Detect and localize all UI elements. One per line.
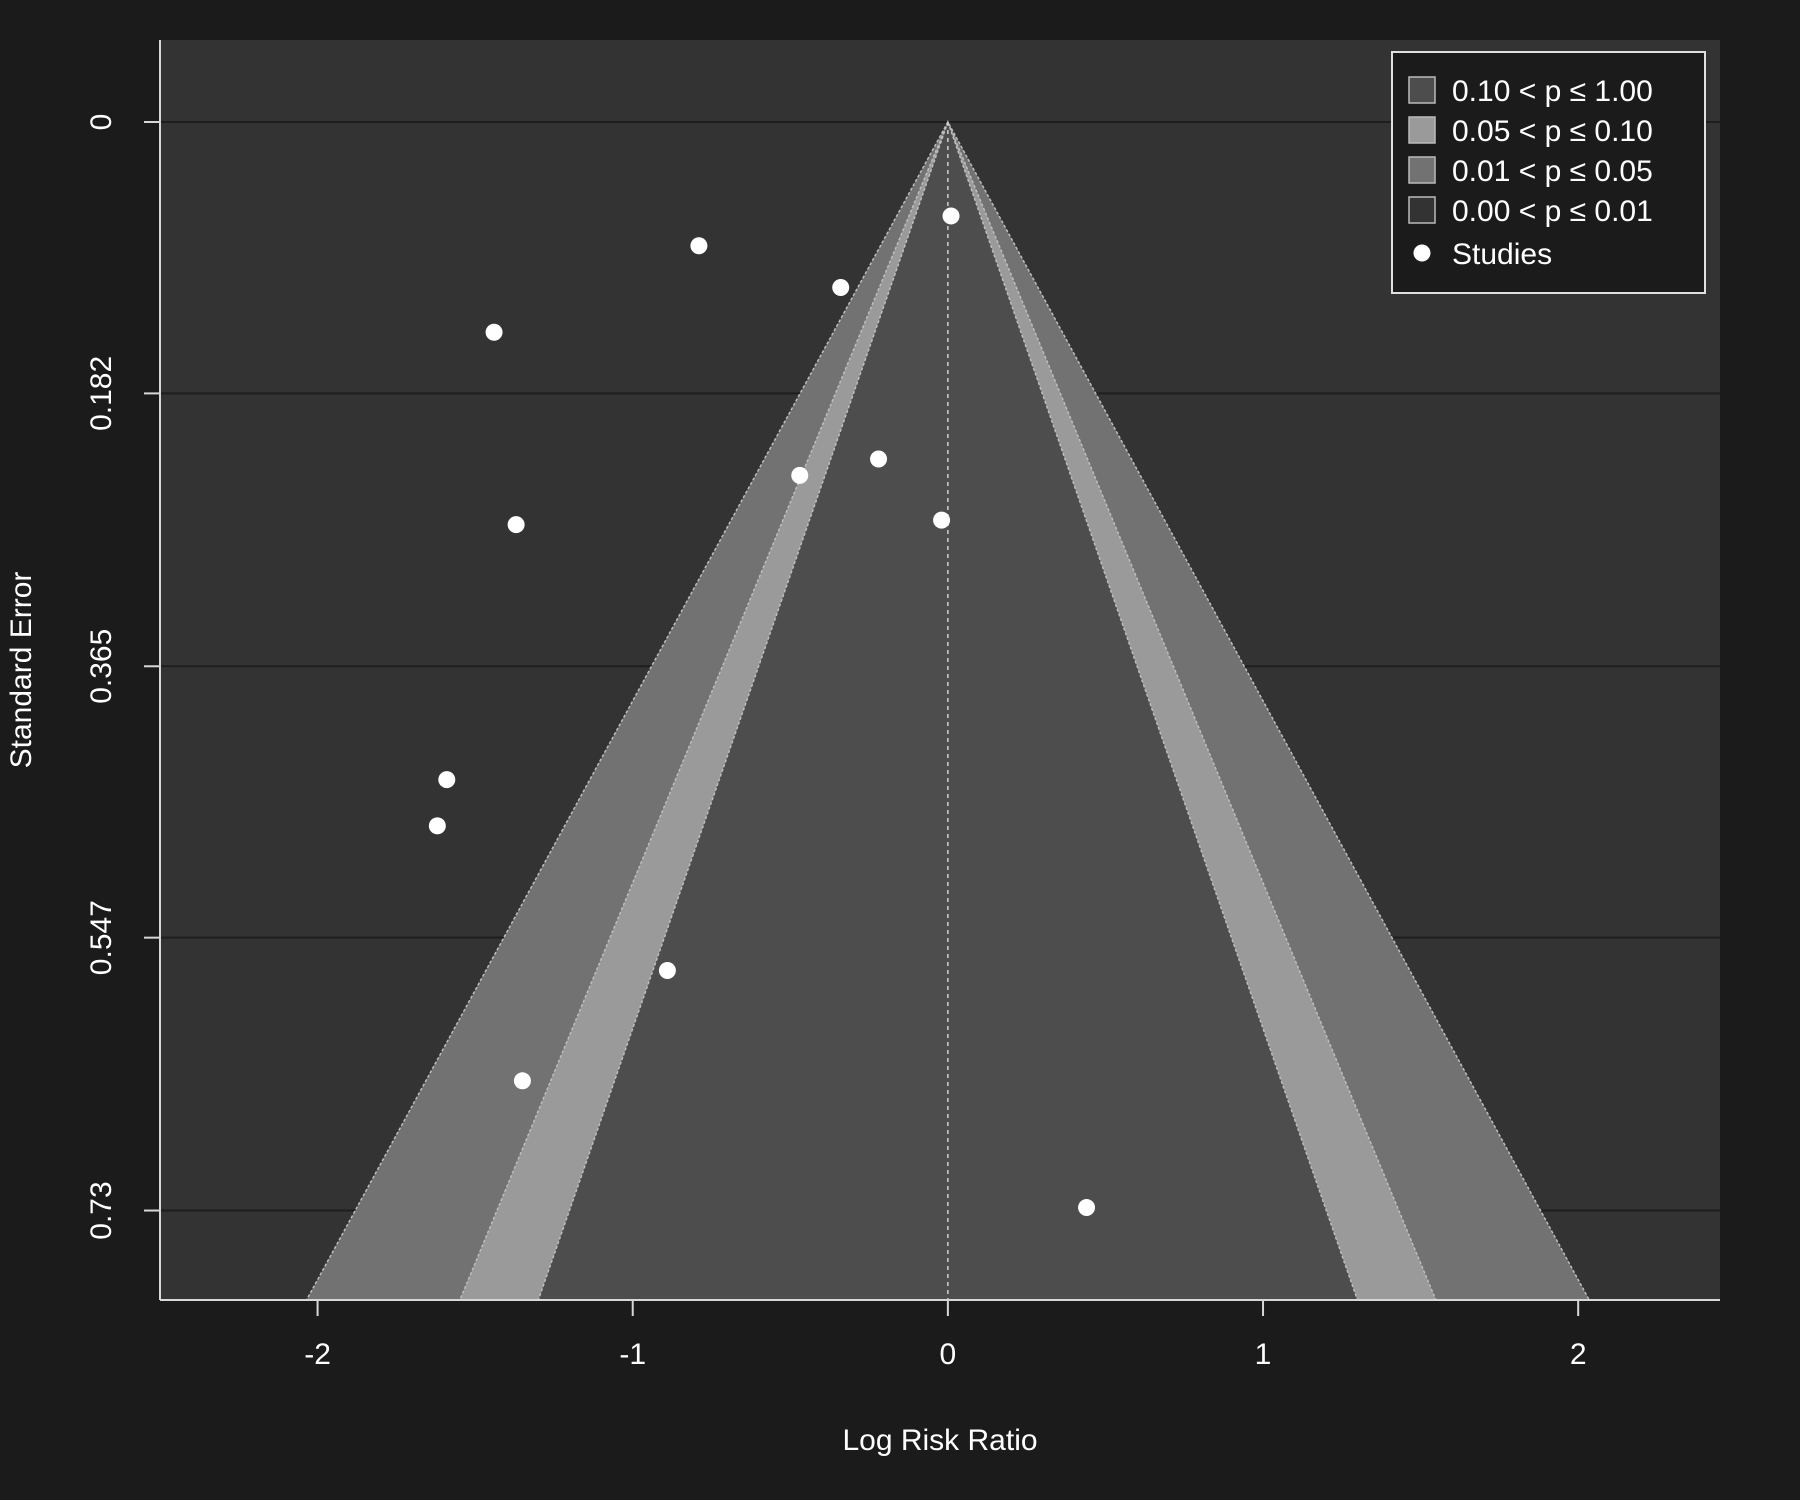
- legend: 0.10 < p ≤ 1.00 0.05 < p ≤ 0.10 0.01 < p ≤…: [1391, 51, 1706, 294]
- study-point: [485, 323, 503, 341]
- legend-label: 0.05 < p ≤ 0.10: [1452, 115, 1653, 148]
- study-point: [438, 771, 456, 789]
- study-point: [513, 1072, 531, 1090]
- study-point: [832, 279, 850, 297]
- x-axis-label: Log Risk Ratio: [842, 1424, 1037, 1457]
- study-point: [870, 450, 888, 468]
- study-point: [942, 207, 960, 225]
- study-point: [428, 817, 446, 835]
- legend-label: 0.10 < p ≤ 1.00: [1452, 75, 1653, 108]
- y-tick-label: 0.365: [85, 629, 118, 704]
- y-axis: 0 0.182 0.365 0.547 0.73: [85, 40, 161, 1300]
- y-tick-label: 0.547: [85, 900, 118, 975]
- x-axis: -2 -1 0 1 2: [160, 1299, 1720, 1371]
- x-tick-label: 0: [940, 1338, 957, 1371]
- y-tick-label: 0: [85, 114, 118, 131]
- legend-box: [1391, 51, 1706, 294]
- legend-label: 0.00 < p ≤ 0.01: [1452, 195, 1653, 228]
- legend-swatch: [1408, 196, 1436, 224]
- study-point: [658, 961, 676, 979]
- legend-swatch: [1408, 116, 1436, 144]
- y-tick-label: 0.73: [85, 1181, 118, 1239]
- y-axis-label: Standard Error: [5, 572, 38, 769]
- legend-label: Studies: [1452, 238, 1552, 271]
- x-tick-label: 1: [1255, 1338, 1272, 1371]
- study-point: [1078, 1199, 1096, 1217]
- x-tick-label: -1: [619, 1338, 646, 1371]
- x-tick-label: 2: [1570, 1338, 1587, 1371]
- study-point: [791, 466, 809, 484]
- legend-marker: [1413, 244, 1431, 262]
- study-point: [690, 237, 708, 255]
- legend-swatch: [1408, 76, 1436, 104]
- study-point: [933, 511, 951, 529]
- legend-label: 0.01 < p ≤ 0.05: [1452, 155, 1653, 188]
- y-tick-label: 0.182: [85, 356, 118, 431]
- funnel-regions: [305, 119, 1591, 1300]
- legend-swatch: [1408, 156, 1436, 184]
- x-tick-label: -2: [304, 1338, 331, 1371]
- study-point: [507, 516, 525, 534]
- funnel-contour-region: [537, 119, 1359, 1300]
